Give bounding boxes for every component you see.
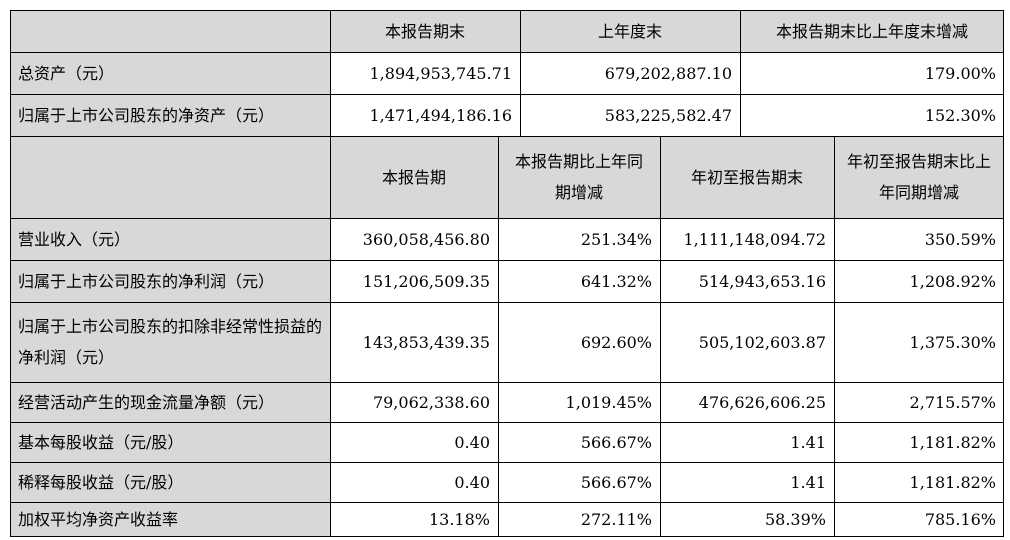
grid-line (10, 260, 1004, 261)
value-ytd: 1.41 (660, 422, 834, 462)
table-row-net-profit-excl-nonrecurring: 归属于上市公司股东的扣除非经常性损益的净利润（元） 143,853,439.35… (10, 302, 1004, 382)
row-label: 基本每股收益（元/股） (10, 422, 330, 462)
row-label: 总资产（元） (10, 52, 330, 94)
header-period-yoy-change: 本报告期比上年同期增减 (498, 136, 660, 218)
header-prior-year-end: 上年度末 (520, 10, 740, 52)
mid-header-label-cell (10, 136, 330, 218)
grid-line (10, 136, 1004, 137)
value-ytd-yoy: 785.16% (834, 502, 1004, 537)
grid-line (740, 10, 741, 136)
row-label: 归属于上市公司股东的扣除非经常性损益的净利润（元） (18, 317, 323, 367)
value-ytd-yoy: 1,375.30% (834, 302, 1004, 382)
value-ytd: 514,943,653.16 (660, 260, 834, 302)
grid-line (10, 502, 1004, 503)
value-ytd: 505,102,603.87 (660, 302, 834, 382)
value-ytd: 1,111,148,094.72 (660, 218, 834, 260)
grid-line (10, 302, 1004, 303)
row-label: 经营活动产生的现金流量净额（元） (10, 382, 330, 422)
value-ytd-yoy: 1,181.82% (834, 462, 1004, 502)
header-change-vs-prior-year-end: 本报告期末比上年度末增减 (740, 10, 1004, 52)
value-this-period: 143,853,439.35 (330, 302, 498, 382)
grid-line (10, 52, 1004, 53)
grid-line (520, 10, 521, 136)
table-row-revenue: 营业收入（元） 360,058,456.80 251.34% 1,111,148… (10, 218, 1004, 260)
header-ytd-yoy-change-text: 年初至报告期末比上年同期增减 (846, 152, 991, 202)
value-period-yoy: 1,019.45% (498, 382, 660, 422)
table-row-diluted-eps: 稀释每股收益（元/股） 0.40 566.67% 1.41 1,181.82% (10, 462, 1004, 502)
financial-data-table: 本报告期末 上年度末 本报告期末比上年度末增减 总资产（元） 1,894,953… (10, 10, 1004, 537)
grid-line (10, 462, 1004, 463)
value-change: 179.00% (740, 52, 1004, 94)
table-row-operating-cash-flow: 经营活动产生的现金流量净额（元） 79,062,338.60 1,019.45%… (10, 382, 1004, 422)
value-period-yoy: 566.67% (498, 462, 660, 502)
value-ytd-yoy: 2,715.57% (834, 382, 1004, 422)
value-prior-year-end: 583,225,582.47 (520, 94, 740, 136)
table-row-basic-eps: 基本每股收益（元/股） 0.40 566.67% 1.41 1,181.82% (10, 422, 1004, 462)
value-ytd: 1.41 (660, 462, 834, 502)
value-ytd: 58.39% (660, 502, 834, 537)
value-this-period: 13.18% (330, 502, 498, 537)
header-this-period: 本报告期 (330, 136, 498, 218)
value-ytd-yoy: 350.59% (834, 218, 1004, 260)
header-period-end: 本报告期末 (330, 10, 520, 52)
value-ytd: 476,626,606.25 (660, 382, 834, 422)
row-label: 归属于上市公司股东的净利润（元） (10, 260, 330, 302)
mid-header-row: 本报告期 本报告期比上年同期增减 年初至报告期末 年初至报告期末比上年同期增减 (10, 136, 1004, 218)
grid-line (10, 10, 1004, 11)
row-label: 加权平均净资产收益率 (10, 502, 330, 537)
grid-line (10, 218, 1004, 219)
table-row-net-assets: 归属于上市公司股东的净资产（元） 1,471,494,186.16 583,22… (10, 94, 1004, 136)
value-period-yoy: 641.32% (498, 260, 660, 302)
top-header-row: 本报告期末 上年度末 本报告期末比上年度末增减 (10, 10, 1004, 52)
value-this-period: 79,062,338.60 (330, 382, 498, 422)
value-period-end: 1,894,953,745.71 (330, 52, 520, 94)
value-this-period: 151,206,509.35 (330, 260, 498, 302)
top-header-label-cell (10, 10, 330, 52)
grid-line (10, 536, 1004, 537)
value-period-yoy: 251.34% (498, 218, 660, 260)
value-this-period: 0.40 (330, 422, 498, 462)
header-ytd-yoy-change: 年初至报告期末比上年同期增减 (834, 136, 1004, 218)
grid-line (660, 136, 661, 537)
value-period-yoy: 692.60% (498, 302, 660, 382)
table-row-total-assets: 总资产（元） 1,894,953,745.71 679,202,887.10 1… (10, 52, 1004, 94)
value-ytd-yoy: 1,208.92% (834, 260, 1004, 302)
value-this-period: 0.40 (330, 462, 498, 502)
value-period-yoy: 566.67% (498, 422, 660, 462)
value-change: 152.30% (740, 94, 1004, 136)
value-period-end: 1,471,494,186.16 (330, 94, 520, 136)
grid-line (834, 136, 835, 537)
value-period-yoy: 272.11% (498, 502, 660, 537)
value-prior-year-end: 679,202,887.10 (520, 52, 740, 94)
value-ytd-yoy: 1,181.82% (834, 422, 1004, 462)
grid-line (330, 10, 331, 537)
row-label: 稀释每股收益（元/股） (10, 462, 330, 502)
row-label: 归属于上市公司股东的净资产（元） (10, 94, 330, 136)
grid-line (10, 382, 1004, 383)
grid-line (10, 10, 11, 537)
table-row-weighted-roe: 加权平均净资产收益率 13.18% 272.11% 58.39% 785.16% (10, 502, 1004, 537)
row-label: 营业收入（元） (10, 218, 330, 260)
row-label-multiline: 归属于上市公司股东的扣除非经常性损益的净利润（元） (10, 302, 330, 382)
table-row-net-profit: 归属于上市公司股东的净利润（元） 151,206,509.35 641.32% … (10, 260, 1004, 302)
grid-line (1003, 10, 1004, 537)
value-this-period: 360,058,456.80 (330, 218, 498, 260)
header-ytd: 年初至报告期末 (660, 136, 834, 218)
grid-line (10, 422, 1004, 423)
header-period-yoy-change-text: 本报告期比上年同期增减 (515, 152, 644, 202)
grid-line (10, 94, 1004, 95)
grid-line (498, 136, 499, 537)
